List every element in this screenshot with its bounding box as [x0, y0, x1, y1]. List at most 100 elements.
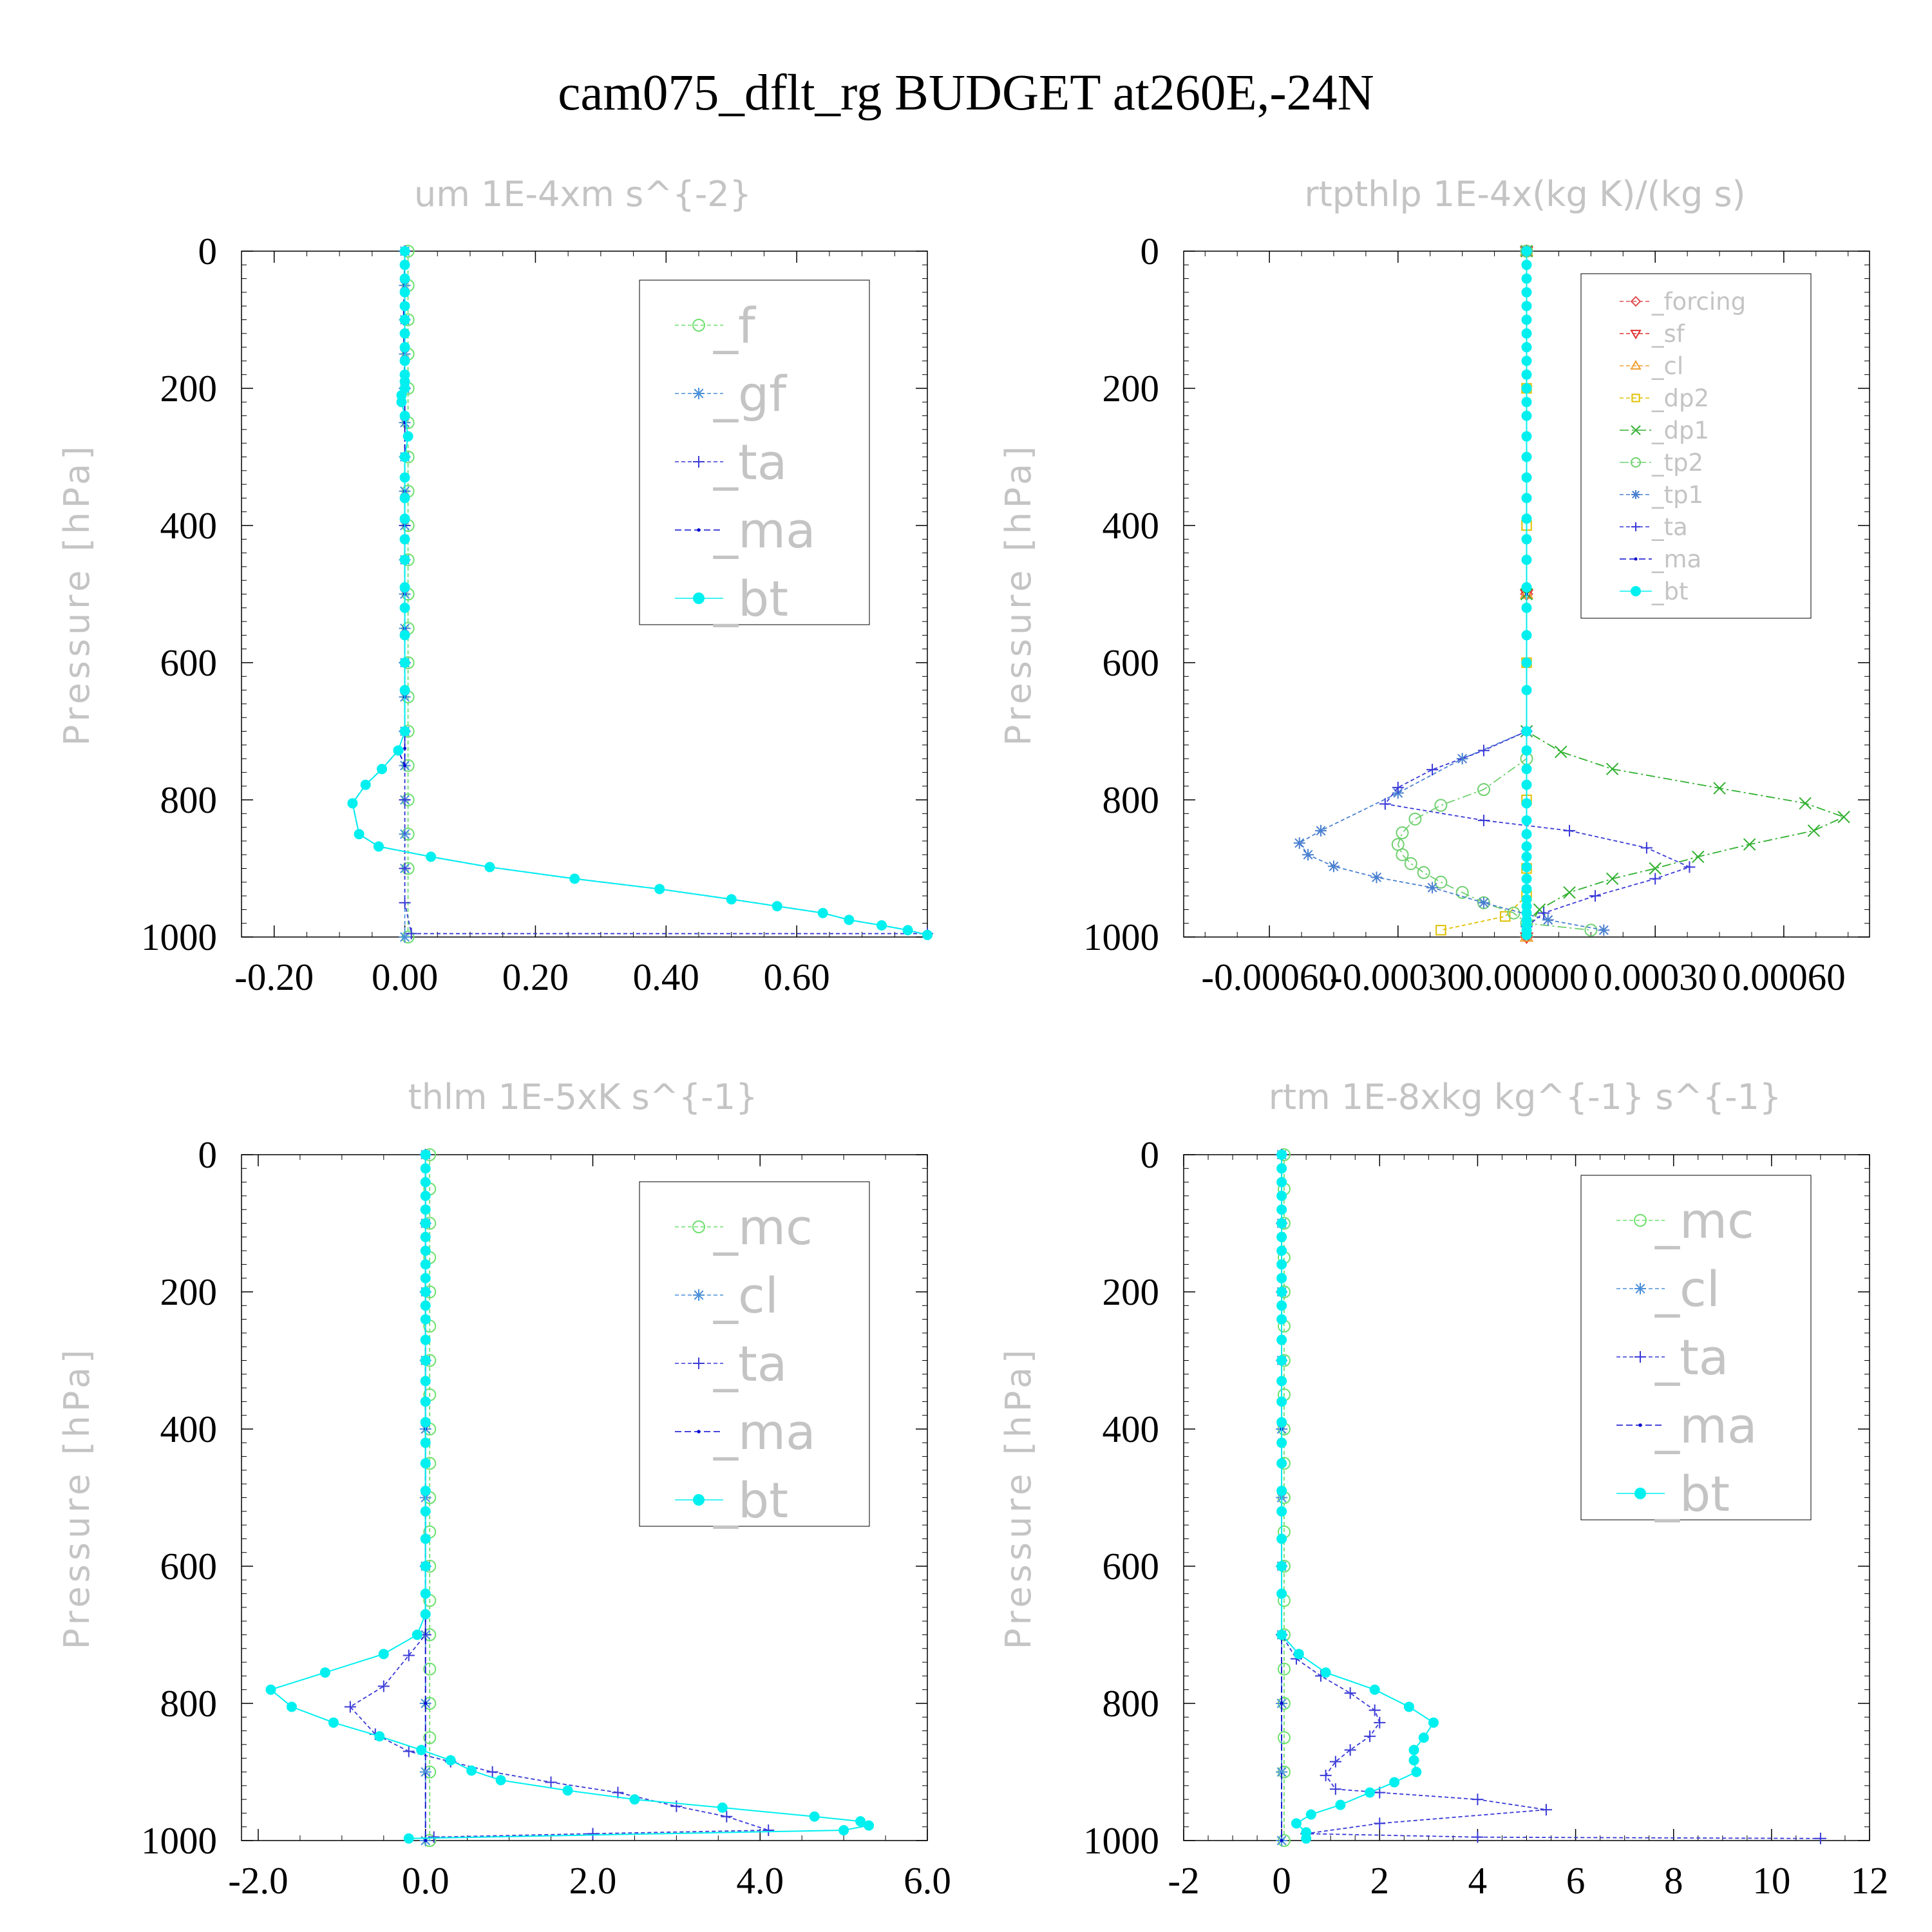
- data-point: [420, 1218, 431, 1229]
- y-tick-label: 600: [1103, 1545, 1160, 1587]
- data-point: [1276, 1231, 1287, 1242]
- data-point: [416, 1745, 427, 1756]
- y-tick-label: 800: [160, 779, 218, 821]
- data-point: [1521, 884, 1532, 895]
- data-point: [420, 1533, 431, 1544]
- data-point: [1521, 745, 1532, 756]
- data-point: [1369, 1684, 1380, 1695]
- legend-box: [1580, 273, 1812, 619]
- data-point: [1276, 1485, 1287, 1496]
- legend-marker: [1630, 360, 1642, 370]
- data-point: [377, 764, 388, 775]
- data-point: [1374, 1716, 1386, 1728]
- data-point: [762, 1824, 775, 1837]
- data-point: [1521, 829, 1532, 840]
- legend-marker: [693, 388, 705, 399]
- data-point: [1277, 1731, 1291, 1745]
- data-point: [1589, 890, 1601, 902]
- data-point: [1477, 783, 1490, 797]
- data-point: [1374, 1817, 1386, 1830]
- y-tick-label: 1000: [141, 916, 217, 958]
- data-point: [1521, 726, 1532, 737]
- x-tick-label: 0.60: [764, 956, 830, 998]
- legend-marker: [693, 1358, 705, 1369]
- data-point: [1370, 871, 1383, 884]
- figure-title: cam075_dflt_rg BUDGET at260E,-24N: [558, 65, 1374, 121]
- legend-item: _sf: [1620, 320, 1685, 348]
- legend-marker: [1630, 330, 1642, 339]
- data-point: [1276, 1417, 1287, 1428]
- legend-marker: [693, 1289, 705, 1301]
- data-point: [1521, 862, 1532, 873]
- data-point: [1521, 273, 1532, 284]
- data-point: [1276, 1300, 1287, 1311]
- y-tick-label: 1000: [1083, 1819, 1159, 1862]
- data-point: [399, 513, 410, 524]
- data-point: [402, 431, 413, 442]
- legend-item: _ma: [1616, 1397, 1757, 1454]
- legend-label: _ma: [713, 1403, 816, 1461]
- data-point: [399, 630, 410, 641]
- data-point: [399, 554, 410, 565]
- legend-marker: [692, 1220, 705, 1233]
- series-line: [1384, 730, 1691, 927]
- data-point: [1408, 1755, 1419, 1766]
- data-point: [1276, 1533, 1287, 1544]
- legend-label: _f: [713, 297, 757, 354]
- data-point: [1477, 744, 1490, 757]
- series-line: [1526, 251, 1846, 931]
- series-line: [1441, 251, 1528, 931]
- data-point: [399, 314, 410, 325]
- data-point: [1365, 1787, 1376, 1798]
- x-tick-label: 0.00030: [1593, 956, 1717, 998]
- panel-title: thlm 1E-5xK s^{-1}: [408, 1077, 758, 1117]
- x-tick-label: 0.00000: [1465, 956, 1589, 998]
- data-point: [399, 862, 411, 875]
- legend: _mc _cl _ta _ma _bt: [1580, 1175, 1812, 1522]
- data-point: [1521, 658, 1532, 668]
- legend-item: _tp1: [1620, 481, 1703, 509]
- data-point: [1521, 383, 1532, 393]
- legend-label: _ta: [713, 1335, 787, 1392]
- data-point: [1521, 815, 1532, 826]
- data-point: [1837, 810, 1850, 824]
- data-point: [1426, 764, 1439, 776]
- y-tick-label: 800: [1103, 1682, 1160, 1725]
- plot-area: [1293, 244, 1850, 944]
- data-point: [1521, 301, 1532, 312]
- legend-marker: [1631, 586, 1641, 596]
- legend-label: _dp2: [1651, 384, 1709, 412]
- plot-area: [347, 245, 933, 943]
- y-tick-label: 200: [1103, 367, 1160, 410]
- data-point: [1404, 857, 1417, 871]
- x-tick-label: -0.00030: [1330, 956, 1466, 998]
- data-point: [1521, 582, 1532, 592]
- data-point: [1396, 848, 1409, 862]
- legend-marker: [1631, 490, 1640, 499]
- y-tick-label: 0: [1141, 1133, 1160, 1176]
- data-point: [1276, 1314, 1287, 1325]
- data-point: [1434, 799, 1448, 812]
- data-point: [1291, 1818, 1302, 1829]
- data-point: [1605, 872, 1619, 886]
- data-point: [405, 927, 417, 940]
- data-point: [1389, 1777, 1400, 1788]
- y-axis-label: Pressure [hPa]: [57, 1346, 97, 1649]
- data-point: [1276, 1588, 1287, 1599]
- data-point: [1521, 841, 1532, 852]
- data-point: [420, 1506, 431, 1517]
- data-point: [374, 1731, 385, 1742]
- legend: _f _gf _ta _ma _bt: [639, 279, 870, 627]
- data-point: [1276, 1437, 1287, 1448]
- data-point: [1276, 1287, 1287, 1297]
- x-tick-label: 8: [1664, 1859, 1683, 1902]
- y-tick-label: 200: [160, 367, 218, 410]
- data-point: [399, 301, 410, 312]
- data-point: [403, 746, 407, 750]
- data-point: [902, 925, 913, 936]
- x-tick-label: 0.0: [402, 1859, 450, 1902]
- data-point: [466, 1765, 477, 1776]
- data-point: [420, 1458, 431, 1469]
- plot-area: [265, 1148, 875, 1847]
- data-point: [420, 1334, 431, 1345]
